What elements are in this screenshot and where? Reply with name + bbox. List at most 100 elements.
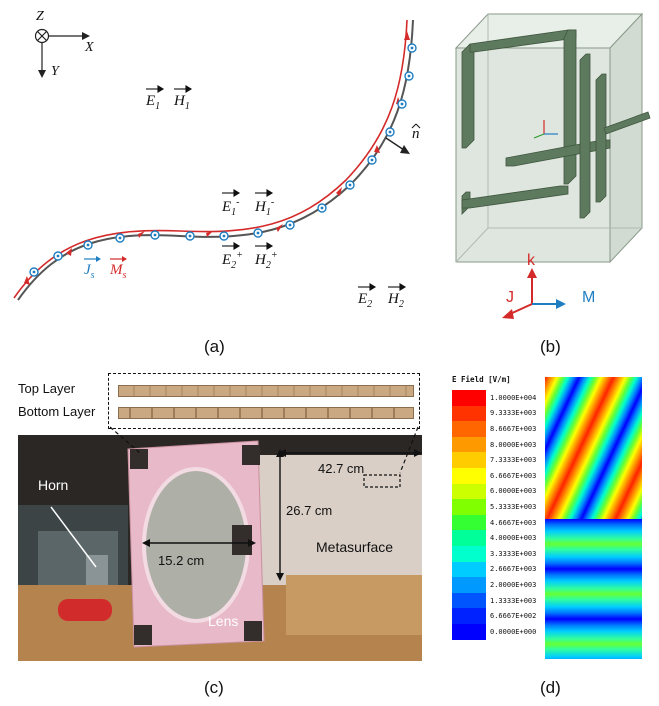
legend-value: 2.0000E+003	[490, 580, 537, 589]
caption-d: (d)	[540, 678, 561, 697]
legend-swatch	[452, 467, 486, 484]
panel-d: E Field [V/m] 1.0000E+004 9.3333E+003 8.66…	[440, 365, 659, 706]
lens-dimension-label: 15.2 cm	[158, 553, 205, 568]
legend-row: 6.6667E+002	[452, 608, 542, 624]
ms-current-line	[13, 19, 408, 299]
label-h2: H2	[388, 291, 404, 310]
legend-swatch	[452, 514, 486, 531]
field-plot-lower	[545, 519, 642, 659]
caption-a: (a)	[204, 337, 225, 356]
legend-value: 2.6667E+003	[490, 565, 537, 574]
label-h2-plus: H2+	[255, 250, 278, 271]
legend-value: 0.0000E+000	[490, 627, 537, 636]
panel-a: Z X Y E1 H1 E1- H1- E2+ H2+ E2 H2 n Js M…	[0, 0, 440, 360]
label-ms: Ms	[110, 262, 127, 281]
legend-swatch	[452, 421, 486, 437]
label-e1: E1	[146, 93, 161, 112]
legend-row: 8.6667E+003	[452, 421, 542, 437]
legend-row: 0.0000E+000	[452, 623, 542, 640]
legend-swatch	[452, 561, 486, 578]
label-e2: E2	[358, 291, 373, 310]
legend-row: 8.0000E+003	[452, 436, 542, 453]
horn-label: Horn	[38, 477, 69, 493]
experimental-setup-photo: Horn 42.7 cm 26.7 cm 15.2 cm Metasurface…	[18, 435, 422, 661]
legend-value: 4.0000E+003	[490, 534, 537, 543]
legend-title: E Field [V/m]	[452, 375, 511, 384]
unit-cell-drawing	[454, 12, 651, 319]
normal-label: n	[412, 126, 420, 142]
gizmo	[533, 120, 558, 139]
legend-row: 6.6667E+003	[452, 467, 542, 484]
legend-value: 6.6667E+002	[490, 612, 537, 621]
legend-value: 3.3333E+003	[490, 549, 537, 558]
legend-value: 8.0000E+003	[490, 440, 537, 449]
legend-swatch	[452, 436, 486, 453]
panel-a-drawing	[13, 19, 421, 301]
legend-value: 7.3333E+003	[490, 456, 537, 465]
vector-overbars	[146, 85, 407, 291]
triad-j-label: J	[506, 289, 514, 306]
legend-row: 6.0000E+003	[452, 483, 542, 500]
js-markers	[29, 43, 417, 277]
legend-row: 4.0000E+003	[452, 530, 542, 546]
caption-b: (b)	[540, 337, 561, 356]
normal-arrow	[385, 137, 405, 151]
caption-c: (c)	[204, 678, 224, 697]
js-marker-centers	[32, 46, 414, 274]
inset-callout-lines	[109, 426, 419, 474]
legend-value: 6.6667E+003	[490, 471, 537, 480]
label-h1-minus: H1-	[255, 197, 275, 218]
legend-swatch	[452, 530, 486, 546]
triad-m-label: M	[582, 289, 596, 306]
legend-swatch	[452, 623, 486, 640]
legend-row: 9.3333E+003	[452, 405, 542, 422]
axis-x-label: X	[85, 40, 94, 55]
legend-swatch	[452, 390, 486, 406]
field-plot	[545, 377, 642, 659]
field-plot-upper	[545, 377, 642, 519]
width-dimension-label: 42.7 cm	[318, 461, 365, 476]
legend-rows: 1.0000E+004 9.3333E+003 8.6667E+003 8.0000E…	[452, 390, 542, 640]
z-axis-into-page-icon	[34, 28, 50, 44]
label-e2-plus: E2+	[222, 250, 243, 271]
bottom-layer-label: Bottom Layer	[18, 404, 96, 419]
layer-inset-box	[108, 373, 420, 429]
panel-b: k J M (b)	[440, 0, 659, 360]
panel-c: Top Layer Bottom Layer	[0, 365, 440, 706]
legend-swatch	[452, 499, 486, 515]
interface-curve-outer	[17, 19, 414, 301]
legend-value: 1.3333E+003	[490, 596, 537, 605]
triad-k-label: k	[527, 252, 535, 269]
e-field-legend: E Field [V/m] 1.0000E+004 9.3333E+003 8.66…	[452, 375, 542, 640]
photo-annotations	[50, 449, 422, 581]
legend-row: 2.6667E+003	[452, 561, 542, 578]
legend-swatch	[452, 405, 486, 422]
vertical-rod	[579, 53, 651, 219]
legend-value: 5.3333E+003	[490, 502, 537, 511]
legend-value: 6.0000E+003	[490, 487, 537, 496]
legend-swatch	[452, 545, 486, 562]
legend-row: 1.3333E+003	[452, 592, 542, 609]
legend-row: 7.3333E+003	[452, 452, 542, 468]
metasurface-label: Metasurface	[316, 539, 394, 555]
legend-swatch	[452, 577, 486, 593]
n-hat-mark	[411, 123, 417, 129]
legend-row: 5.3333E+003	[452, 499, 542, 515]
label-h1: H1	[174, 93, 190, 112]
legend-row: 2.0000E+003	[452, 577, 542, 593]
top-layer-strip	[118, 385, 414, 397]
legend-row: 1.0000E+004	[452, 390, 542, 406]
legend-row: 4.6667E+003	[452, 514, 542, 531]
axis-z-label: Z	[36, 9, 44, 24]
height-dimension-label: 26.7 cm	[286, 503, 333, 518]
bottom-layer-strip	[118, 407, 414, 419]
top-layer-label: Top Layer	[18, 381, 76, 396]
legend-value: 1.0000E+004	[490, 393, 537, 402]
coordinate-axes	[34, 28, 90, 78]
legend-swatch	[452, 592, 486, 609]
js-ms-overbars	[84, 256, 127, 262]
legend-swatch	[452, 483, 486, 500]
legend-value: 8.6667E+003	[490, 424, 537, 433]
legend-value: 4.6667E+003	[490, 518, 537, 527]
legend-swatch	[452, 452, 486, 468]
